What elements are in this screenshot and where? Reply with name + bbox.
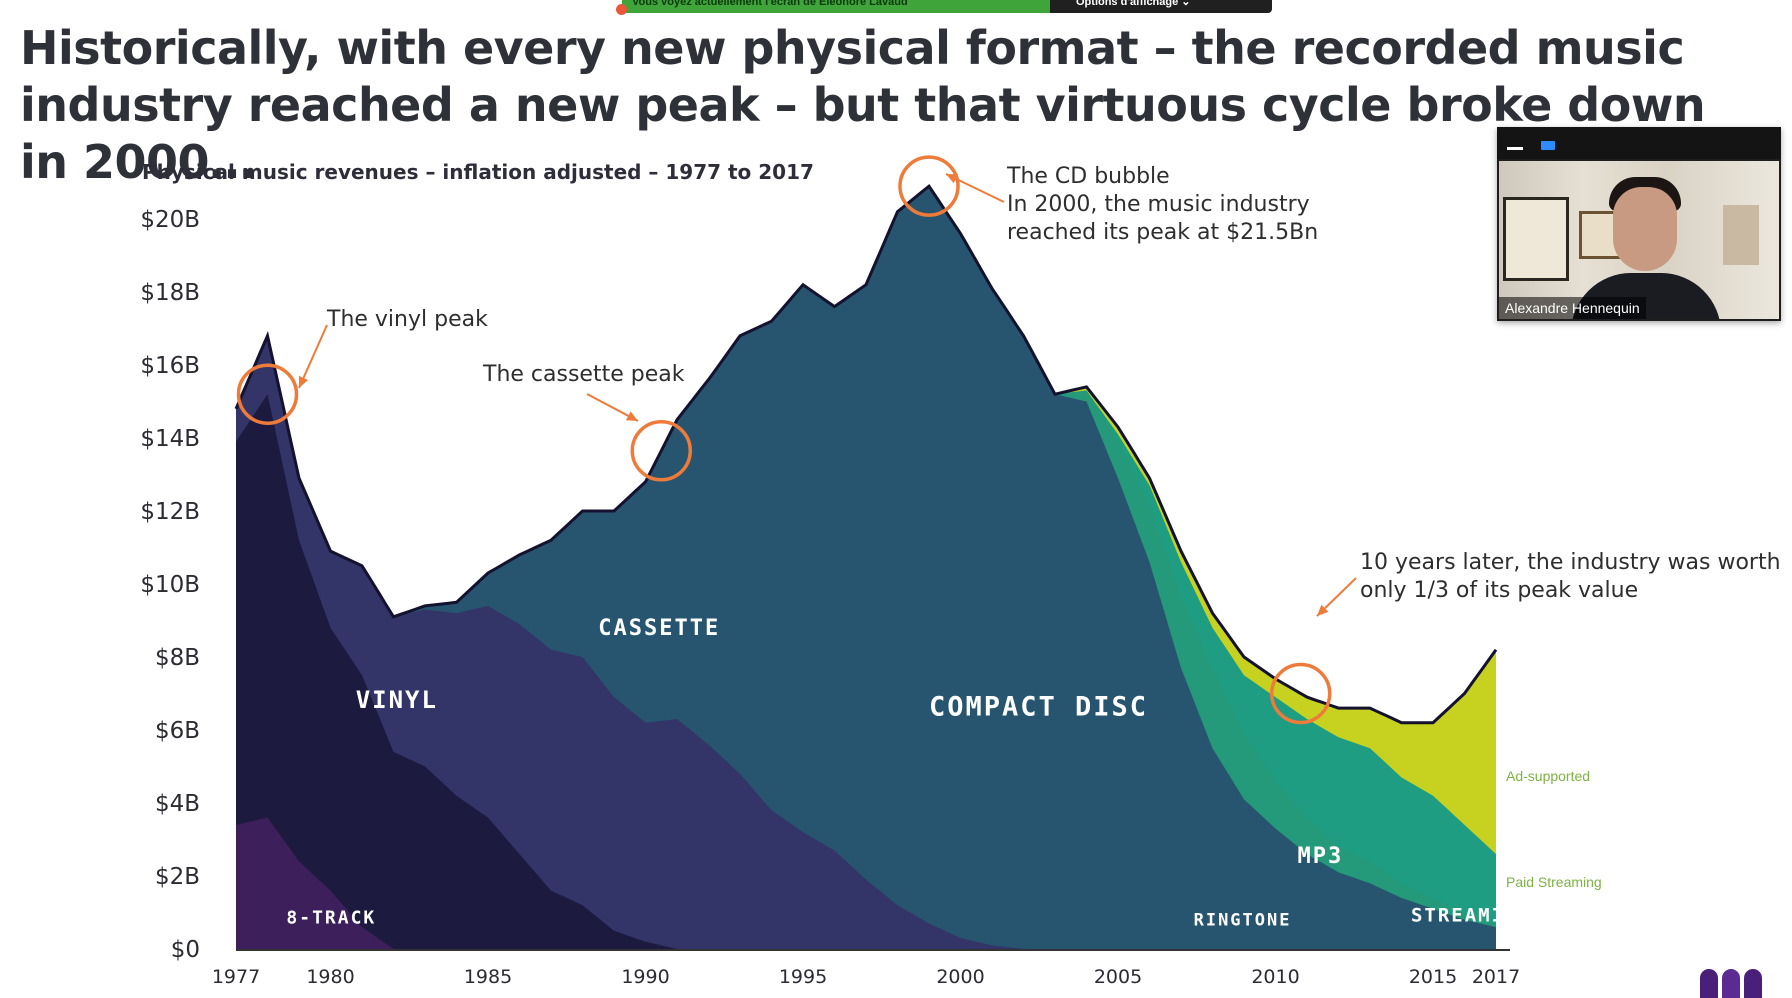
chart-axes: $0 $2B $4B $6B $8B $10B $12B $14B $16B $18B $20B 19…	[140, 207, 1520, 988]
cd-bubble-arrow	[945, 173, 1005, 203]
brand-logo-icon	[1700, 969, 1762, 998]
series-label: STREAMING	[1411, 905, 1532, 927]
cd-bubble-line1: In 2000, the music industry	[1007, 192, 1310, 217]
participant-head	[1613, 187, 1677, 271]
vinyl-peak-label: The vinyl peak	[326, 307, 488, 332]
cassette-peak-label: The cassette peak	[482, 362, 685, 387]
decline-line1: 10 years later, the industry was worth	[1360, 550, 1781, 575]
streaming-breakdown-label: Paid Streaming	[1506, 874, 1602, 890]
x-tick-label: 2015	[1409, 966, 1457, 988]
area-vinyl	[236, 394, 1496, 949]
series-label: RINGTONE	[1194, 910, 1292, 930]
y-tick-label: $6B	[155, 718, 200, 744]
wall-frame-3	[1723, 205, 1759, 265]
x-tick-label: 1990	[621, 966, 669, 988]
decline-arrow	[1316, 577, 1357, 617]
participant-video-feed	[1499, 161, 1779, 319]
streaming-breakdown-label: Ad-supported	[1506, 768, 1590, 784]
decline-line2: only 1/3 of its peak value	[1360, 578, 1638, 603]
x-tick-label: 2017	[1472, 966, 1520, 988]
x-tick-label: 2000	[936, 966, 984, 988]
y-tick-label: $8B	[155, 645, 200, 671]
y-tick-label: $20B	[140, 207, 200, 233]
slide-title: Historically, with every new physical fo…	[20, 21, 1706, 189]
x-tick-label: 1985	[464, 966, 512, 988]
series-label: MP3	[1298, 844, 1344, 869]
video-view-icon[interactable]	[1541, 141, 1555, 150]
x-tick-label: 2005	[1094, 966, 1142, 988]
wall-frame-1	[1503, 197, 1569, 281]
cd-bubble-title: The CD bubble	[1006, 164, 1170, 189]
x-tick-label: 1977	[212, 966, 260, 988]
area-8-track	[236, 817, 1496, 949]
x-tick-label: 2010	[1251, 966, 1299, 988]
video-tile-toolbar	[1497, 127, 1781, 159]
decline-circle	[1269, 662, 1332, 725]
cd-bubble-circle	[898, 155, 960, 217]
screen-share-banner: Vous voyez actuellement l'écran de Eléon…	[616, 0, 1272, 15]
y-tick-label: $14B	[140, 426, 200, 452]
chart-areas	[234, 184, 1498, 949]
x-tick-label: 1995	[779, 966, 827, 988]
y-tick-label: $18B	[140, 280, 200, 306]
minimize-icon[interactable]	[1507, 147, 1523, 150]
view-options-button[interactable]: Options d'affichage ⌄	[1050, 0, 1272, 13]
cd-bubble-line2: reached its peak at $21.5Bn	[1007, 220, 1318, 245]
cassette-peak-arrow	[586, 393, 639, 422]
series-label: CASSETTE	[598, 616, 720, 641]
chart-annotations: Ad-supported Paid Streaming The vinyl peak…	[236, 155, 1781, 890]
area-cassette	[236, 335, 1496, 949]
x-tick-label: 1980	[306, 966, 354, 988]
total-outline	[234, 184, 1498, 725]
cassette-peak-circle	[630, 420, 692, 482]
recording-indicator-icon	[616, 4, 627, 15]
share-status-text: Vous voyez actuellement l'écran de Eléon…	[622, 0, 1050, 13]
y-tick-label: $12B	[140, 499, 200, 525]
series-label: VINYL	[356, 686, 438, 714]
series-label: COMPACT DISC	[929, 691, 1148, 722]
participant-video-tile[interactable]: Alexandre Hennequin	[1497, 127, 1781, 321]
chart-title: Physical music revenues – inflation adju…	[142, 160, 814, 184]
y-tick-label: $10B	[140, 572, 200, 598]
y-tick-label: $2B	[155, 864, 200, 890]
participant-name: Alexandre Hennequin	[1499, 297, 1646, 319]
y-tick-label: $16B	[140, 353, 200, 379]
series-label: 8-TRACK	[286, 907, 376, 928]
vinyl-peak-circle	[236, 363, 299, 425]
series-labels: 8-TRACK VINYL CASSETTE COMPACT DISC RINGTONE…	[286, 616, 1532, 930]
y-tick-label: $0	[171, 937, 200, 963]
vinyl-peak-arrow	[298, 324, 328, 389]
y-tick-label: $4B	[155, 791, 200, 817]
